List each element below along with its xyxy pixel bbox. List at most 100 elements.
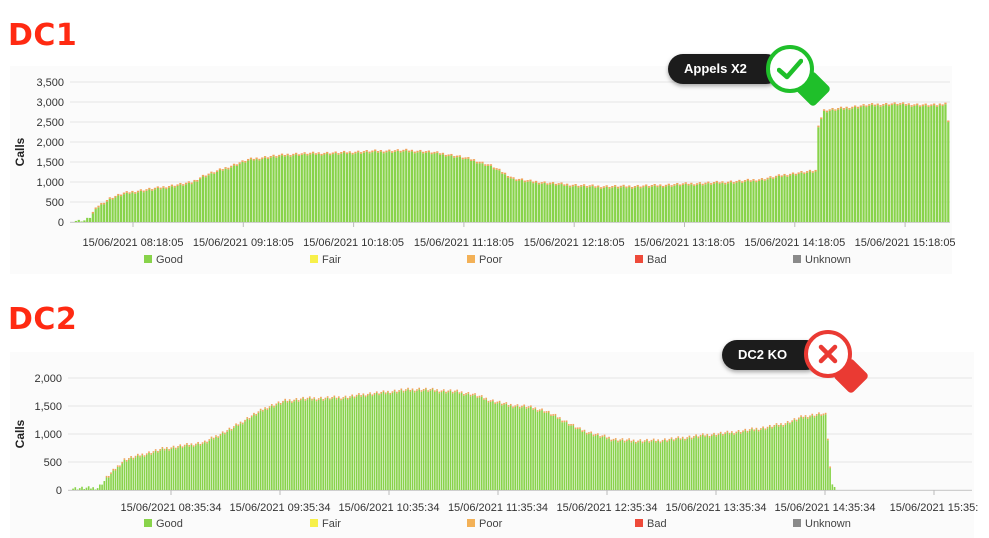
bar-poor-bad bbox=[845, 106, 848, 109]
bar-good bbox=[94, 489, 97, 490]
bar-good bbox=[910, 106, 913, 222]
bar-poor-bad bbox=[702, 433, 704, 435]
bar-good bbox=[136, 192, 140, 222]
bar-poor-bad bbox=[208, 439, 211, 441]
bar-poor-bad bbox=[128, 192, 131, 194]
y-axis-label: Calls bbox=[13, 137, 27, 166]
bar-poor-bad bbox=[825, 110, 828, 113]
bar-poor-bad bbox=[317, 398, 320, 400]
bar-good bbox=[286, 155, 289, 222]
bar-poor-bad bbox=[188, 445, 190, 447]
bar-poor-bad bbox=[167, 186, 171, 188]
bar-good bbox=[670, 438, 673, 490]
bar-good bbox=[413, 392, 416, 490]
bar-poor-bad bbox=[304, 399, 307, 401]
bar-poor-bad bbox=[684, 438, 686, 441]
bar-good bbox=[687, 185, 690, 222]
bar-poor-bad bbox=[425, 387, 427, 390]
bar-poor-bad bbox=[751, 427, 753, 430]
bar-poor-bad bbox=[263, 156, 267, 158]
bar-poor-bad bbox=[365, 150, 368, 152]
bar-good bbox=[97, 207, 100, 222]
bar-good bbox=[309, 154, 312, 222]
bar-good bbox=[574, 429, 577, 490]
bar-poor-bad bbox=[239, 421, 242, 424]
y-tick-label: 3,500 bbox=[36, 77, 64, 89]
bar-good bbox=[829, 468, 831, 490]
bar-poor-bad bbox=[308, 396, 311, 398]
bar-good bbox=[571, 186, 574, 222]
bar-poor-bad bbox=[148, 451, 150, 453]
bar-good bbox=[420, 391, 423, 490]
bar-good bbox=[635, 443, 637, 490]
bar-poor-bad bbox=[320, 396, 322, 399]
bar-poor-bad bbox=[368, 151, 371, 154]
bar-good bbox=[289, 156, 292, 222]
bar-poor-bad bbox=[419, 149, 422, 152]
bar-good bbox=[585, 187, 589, 222]
bar-good bbox=[455, 157, 459, 222]
bar-good bbox=[405, 150, 408, 222]
bar-good bbox=[637, 442, 639, 490]
bar-good bbox=[594, 435, 597, 490]
bar-good bbox=[382, 153, 385, 222]
bar-poor-bad bbox=[704, 182, 707, 185]
bar-poor-bad bbox=[131, 190, 134, 193]
bar-poor-bad bbox=[145, 189, 148, 191]
bar-poor-bad bbox=[351, 394, 354, 397]
bar-good bbox=[501, 405, 503, 490]
bar-poor-bad bbox=[690, 182, 693, 185]
bar-good bbox=[476, 397, 479, 490]
bar-good bbox=[96, 488, 99, 490]
bar-good bbox=[806, 418, 809, 490]
x-tick-label: 15/06/2021 15:35: bbox=[890, 502, 979, 514]
bar-poor-bad bbox=[666, 440, 668, 443]
bar-good bbox=[597, 434, 599, 490]
bar-good bbox=[568, 425, 570, 490]
bar-poor-bad bbox=[399, 150, 402, 153]
bar-poor-bad bbox=[673, 184, 676, 186]
bar-good bbox=[532, 409, 534, 490]
bar-good bbox=[407, 389, 409, 490]
bar-good bbox=[626, 441, 628, 490]
bar-good bbox=[371, 152, 374, 222]
bar-poor-bad bbox=[116, 465, 119, 467]
bar-good bbox=[777, 426, 780, 490]
bar-good bbox=[145, 454, 148, 490]
bar-good bbox=[870, 104, 874, 222]
bar-poor-bad bbox=[485, 397, 488, 400]
bar-good bbox=[485, 399, 488, 490]
bar-good bbox=[168, 450, 170, 490]
bar-poor-bad bbox=[829, 466, 831, 469]
bar-good bbox=[92, 487, 94, 490]
bar-poor-bad bbox=[450, 153, 453, 156]
bar-poor-bad bbox=[681, 436, 684, 439]
bar-poor-bad bbox=[369, 392, 371, 394]
bar-good bbox=[130, 457, 132, 490]
bar-good bbox=[681, 184, 685, 222]
bar-poor-bad bbox=[206, 441, 208, 444]
bar-poor-bad bbox=[176, 184, 179, 186]
bar-good bbox=[173, 187, 176, 222]
bar-good bbox=[484, 165, 487, 222]
bar-poor-bad bbox=[902, 102, 905, 104]
bar-good bbox=[577, 187, 580, 222]
bar-poor-bad bbox=[193, 179, 196, 182]
bar-poor-bad bbox=[758, 179, 761, 181]
bar-poor-bad bbox=[738, 179, 741, 182]
bar-good bbox=[157, 452, 159, 490]
bar-poor-bad bbox=[617, 440, 619, 443]
bar-poor-bad bbox=[438, 391, 441, 394]
bar-good bbox=[721, 182, 724, 222]
bar-good bbox=[148, 452, 150, 490]
bar-good bbox=[540, 183, 543, 222]
bar-good bbox=[108, 198, 111, 222]
bar-poor-bad bbox=[108, 197, 111, 199]
bar-poor-bad bbox=[362, 151, 365, 153]
bar-good bbox=[918, 106, 922, 222]
bar-poor-bad bbox=[828, 109, 831, 111]
bar-good bbox=[78, 488, 81, 490]
bar-good bbox=[193, 181, 196, 222]
bar-good bbox=[429, 390, 432, 490]
bar-good bbox=[419, 151, 422, 222]
